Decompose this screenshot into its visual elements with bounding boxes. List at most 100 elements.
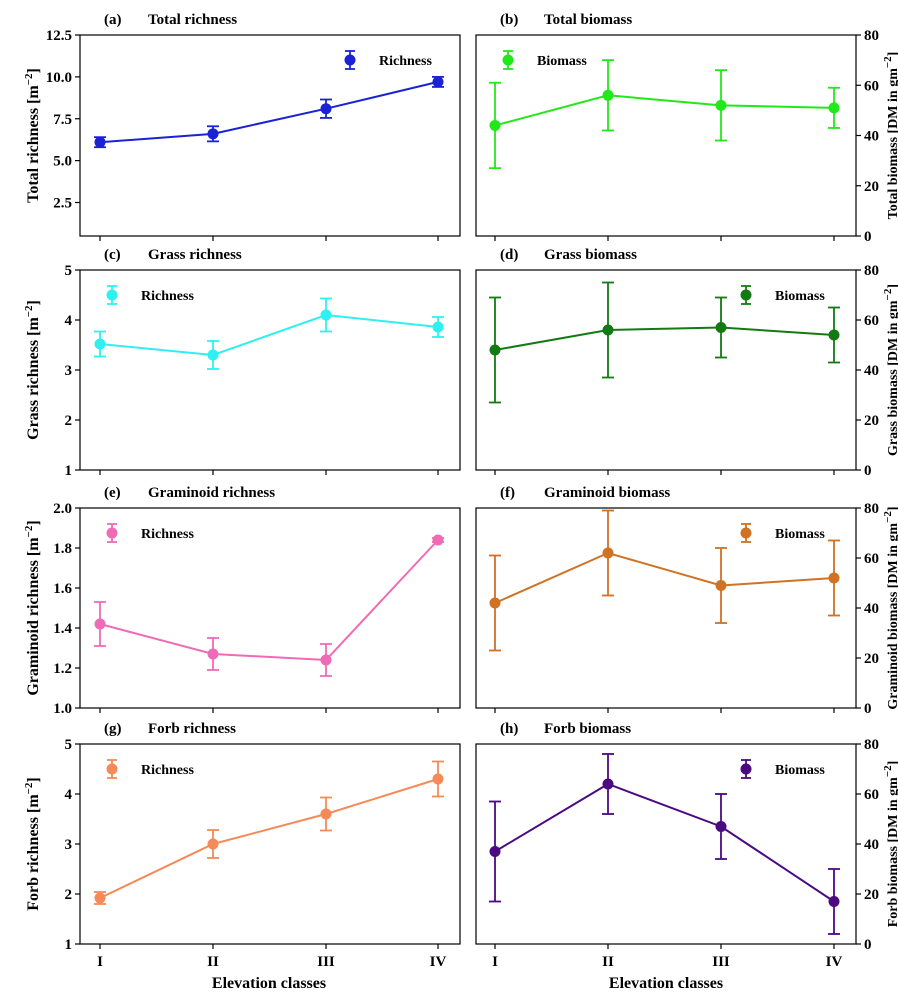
y-tick-label: 5 xyxy=(65,737,73,753)
series-line xyxy=(99,539,439,662)
data-point xyxy=(320,654,332,666)
data-point xyxy=(489,119,501,131)
y-tick-label: 0 xyxy=(864,937,872,953)
panel-title: Forb biomass xyxy=(544,721,631,737)
series-line xyxy=(99,80,439,144)
data-point xyxy=(602,547,614,559)
y-tick-label: 20 xyxy=(864,179,879,195)
y-tick-label: 2 xyxy=(65,887,73,903)
x-tick-label: IV xyxy=(430,954,447,970)
legend-marker xyxy=(106,527,118,539)
series-line xyxy=(494,94,835,127)
data-point xyxy=(432,534,444,546)
data-point xyxy=(94,338,106,350)
legend-marker xyxy=(740,527,752,539)
panel-label: (h) xyxy=(500,721,518,737)
y-tick-label: 1.4 xyxy=(53,621,72,637)
legend-label: Biomass xyxy=(775,289,825,304)
y-tick-label: 1.8 xyxy=(53,541,72,557)
legend-marker xyxy=(740,763,752,775)
y-tick-label: 20 xyxy=(864,413,879,429)
data-point xyxy=(207,648,219,660)
y-tick-label: 7.5 xyxy=(53,112,72,128)
y-tick-label: 1.2 xyxy=(53,661,72,677)
y-tick-label: 1.0 xyxy=(53,701,72,717)
y-tick-label: 3 xyxy=(65,837,73,853)
panel-title: Grass richness xyxy=(148,247,242,263)
legend-label: Richness xyxy=(141,527,194,542)
plot-frame xyxy=(79,269,461,471)
legend-marker xyxy=(740,289,752,301)
y-tick-label: 3 xyxy=(65,363,73,379)
legend-marker xyxy=(106,763,118,775)
y-axis-label: Forb biomass [DM in gm−2] xyxy=(882,761,898,928)
y-tick-label: 60 xyxy=(864,787,879,803)
y-axis-label: Forb richness [m−2] xyxy=(23,777,42,911)
y-tick-label: 1 xyxy=(65,463,73,479)
data-point xyxy=(602,89,614,101)
data-point xyxy=(489,597,501,609)
y-tick-label: 2.0 xyxy=(53,501,72,517)
series-line xyxy=(494,782,835,903)
data-point xyxy=(432,321,444,333)
data-point xyxy=(94,618,106,630)
y-tick-label: 20 xyxy=(864,651,879,667)
series-line xyxy=(99,313,439,357)
y-axis-label: Grass richness [m−2] xyxy=(23,300,42,440)
plot-frame xyxy=(79,507,461,709)
y-tick-label: 80 xyxy=(864,501,879,517)
legend-marker xyxy=(502,54,514,66)
y-tick-label: 20 xyxy=(864,887,879,903)
panel-e: (e) Graminoid richness 1.0 1.2 1.4 1.6 1.8 2.0 G… xyxy=(23,485,461,717)
y-tick-label: 10.0 xyxy=(46,70,72,86)
data-point xyxy=(602,778,614,790)
x-tick-label: I xyxy=(97,954,103,970)
data-point xyxy=(715,99,727,111)
x-tick-label: II xyxy=(602,954,614,970)
legend-marker xyxy=(106,289,118,301)
data-point xyxy=(828,896,840,907)
y-tick-label: 60 xyxy=(864,313,879,329)
y-tick-label: 0 xyxy=(864,229,872,245)
y-tick-label: 60 xyxy=(864,551,879,567)
panel-title: Graminoid biomass xyxy=(544,485,670,501)
data-point xyxy=(489,846,501,857)
panel-label: (c) xyxy=(104,247,121,263)
x-tick-label: II xyxy=(207,954,219,970)
data-point xyxy=(602,324,614,336)
panel-label: (f) xyxy=(500,485,515,501)
y-tick-label: 1 xyxy=(65,937,73,953)
x-tick-label: III xyxy=(712,954,730,970)
y-axis-label: Graminoid biomass [DM in gm−2] xyxy=(882,506,898,709)
panel-label: (g) xyxy=(104,721,122,737)
y-axis-label: Total biomass [DM in gm−2] xyxy=(882,52,898,220)
y-tick-label: 80 xyxy=(864,28,879,44)
y-tick-label: 5 xyxy=(65,263,73,279)
x-axis-label: Elevation classes xyxy=(212,975,326,992)
data-point xyxy=(94,136,106,148)
y-tick-label: 12.5 xyxy=(46,28,72,44)
series-line xyxy=(99,778,439,899)
panel-title: Total biomass xyxy=(544,12,632,28)
y-tick-label: 60 xyxy=(864,78,879,94)
y-tick-label: 40 xyxy=(864,363,879,379)
legend-marker xyxy=(344,54,356,66)
data-point xyxy=(207,349,219,361)
y-axis-label: Graminoid richness [m−2] xyxy=(23,520,42,695)
data-point xyxy=(320,103,332,115)
series-line xyxy=(494,326,835,351)
plot-frame xyxy=(79,34,461,237)
y-tick-label: 1.6 xyxy=(53,581,72,597)
y-tick-label: 40 xyxy=(864,601,879,617)
data-point xyxy=(715,322,727,333)
legend-label: Biomass xyxy=(775,763,825,778)
panel-title: Graminoid richness xyxy=(148,485,275,501)
x-axis-label: Elevation classes xyxy=(609,975,723,992)
legend-label: Biomass xyxy=(775,527,825,542)
data-point xyxy=(828,572,840,584)
panel-label: (d) xyxy=(500,247,518,263)
